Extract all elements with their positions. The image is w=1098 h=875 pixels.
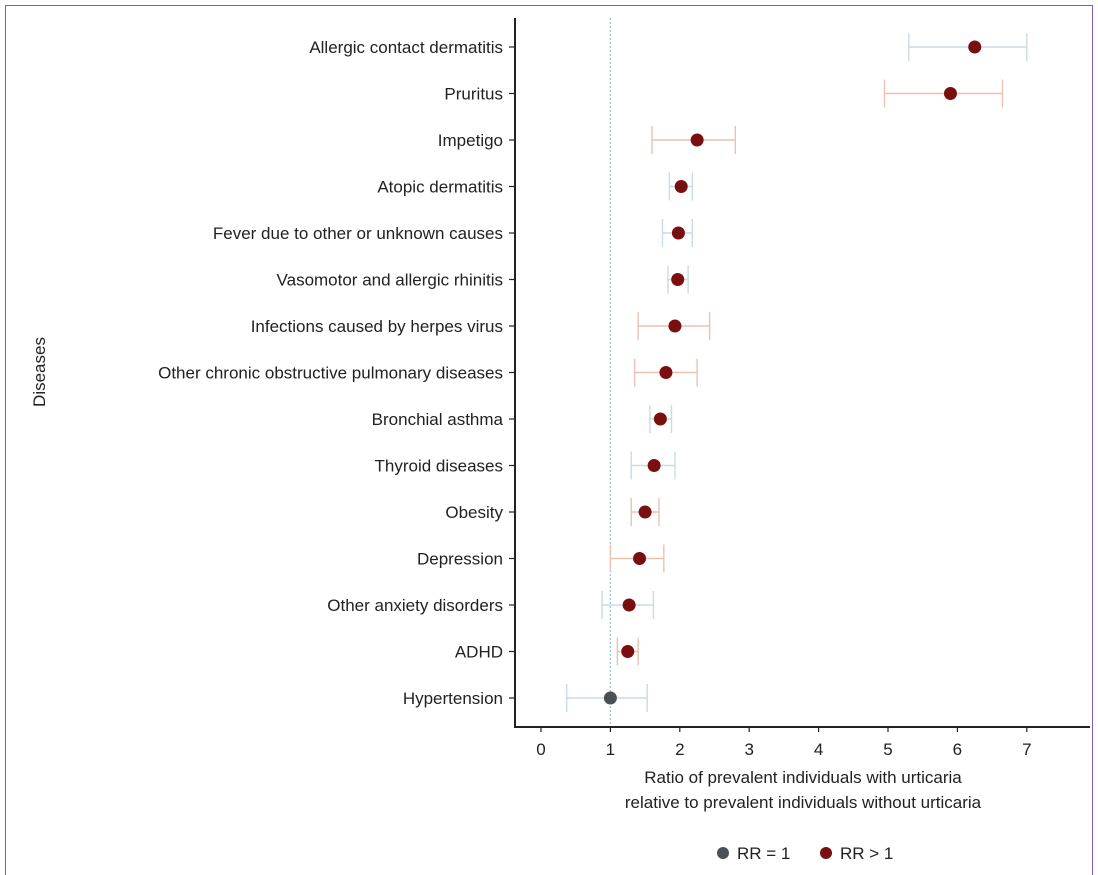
rr-point <box>653 412 667 426</box>
category-label: Vasomotor and allergic rhinitis <box>277 271 503 290</box>
legend-marker-rr-gt-1 <box>820 847 832 859</box>
category-label: Infections caused by herpes virus <box>251 317 503 336</box>
x-tick-label: 7 <box>1022 740 1031 759</box>
rr-point <box>638 505 652 519</box>
x-axis-title-line-2: relative to prevalent individuals withou… <box>625 793 982 812</box>
category-label: ADHD <box>455 643 503 662</box>
category-label: Pruritus <box>444 85 503 104</box>
forest-row: Other chronic obstructive pulmonary dise… <box>158 358 698 387</box>
forest-row: Obesity <box>445 498 660 526</box>
category-label: Impetigo <box>438 131 503 150</box>
category-label: Other anxiety disorders <box>327 596 503 615</box>
forest-row: Allergic contact dermatitis <box>309 33 1028 61</box>
rr-point <box>968 40 982 54</box>
x-tick-label: 4 <box>814 740 823 759</box>
rr-point <box>671 273 685 286</box>
rr-point <box>671 226 685 240</box>
plot-rows: Allergic contact dermatitis Pruritus Impet… <box>158 33 1028 712</box>
figure-frame <box>5 5 1093 875</box>
rr-point <box>622 598 636 612</box>
category-label: Other chronic obstructive pulmonary dise… <box>158 364 503 383</box>
forest-row: Atopic dermatitis <box>377 172 693 201</box>
x-tick-label: 3 <box>744 740 753 759</box>
forest-row: Hypertension <box>403 684 648 712</box>
rr-point <box>659 366 673 379</box>
category-label: Fever due to other or unknown causes <box>213 224 503 243</box>
forest-row: Depression <box>417 544 665 573</box>
forest-row: Impetigo <box>438 126 737 154</box>
category-label: Obesity <box>445 503 503 522</box>
forest-row: Other anxiety disorders <box>327 591 655 619</box>
rr-point <box>668 319 682 333</box>
forest-row: Thyroid diseases <box>374 451 676 480</box>
rr-point <box>943 87 957 100</box>
forest-row: Vasomotor and allergic rhinitis <box>277 265 689 294</box>
x-tick-label: 6 <box>953 740 962 759</box>
rr-point <box>674 180 688 193</box>
axes: Diseases Ratio of prevalent individuals … <box>30 18 1090 812</box>
legend: RR = 1 RR > 1 <box>717 844 893 863</box>
rr-point <box>690 133 704 147</box>
legend-label-rr-gt-1: RR > 1 <box>840 844 893 863</box>
x-tick-label: 1 <box>606 740 615 759</box>
rr-point <box>603 691 617 705</box>
category-label: Hypertension <box>403 689 503 708</box>
legend-marker-rr-eq-1 <box>717 847 729 859</box>
x-tick-label: 2 <box>675 740 684 759</box>
category-label: Depression <box>417 550 503 569</box>
x-tick-label: 5 <box>883 740 892 759</box>
rr-point <box>621 645 635 658</box>
rr-point <box>633 552 647 565</box>
x-axis-title-line-1: Ratio of prevalent individuals with urti… <box>644 768 962 787</box>
forest-row: Infections caused by herpes virus <box>251 312 711 340</box>
category-label: Atopic dermatitis <box>377 178 503 197</box>
legend-label-rr-eq-1: RR = 1 <box>737 844 790 863</box>
forest-row: ADHD <box>455 637 639 666</box>
category-label: Bronchial asthma <box>372 410 504 429</box>
x-tick-label: 0 <box>536 740 545 759</box>
category-label: Thyroid diseases <box>374 457 503 476</box>
forest-row: Pruritus <box>444 79 1004 108</box>
rr-point <box>647 459 661 472</box>
category-label: Allergic contact dermatitis <box>309 38 503 57</box>
forest-row: Bronchial asthma <box>372 405 673 433</box>
y-axis-title: Diseases <box>30 337 49 407</box>
forest-row: Fever due to other or unknown causes <box>213 219 693 247</box>
